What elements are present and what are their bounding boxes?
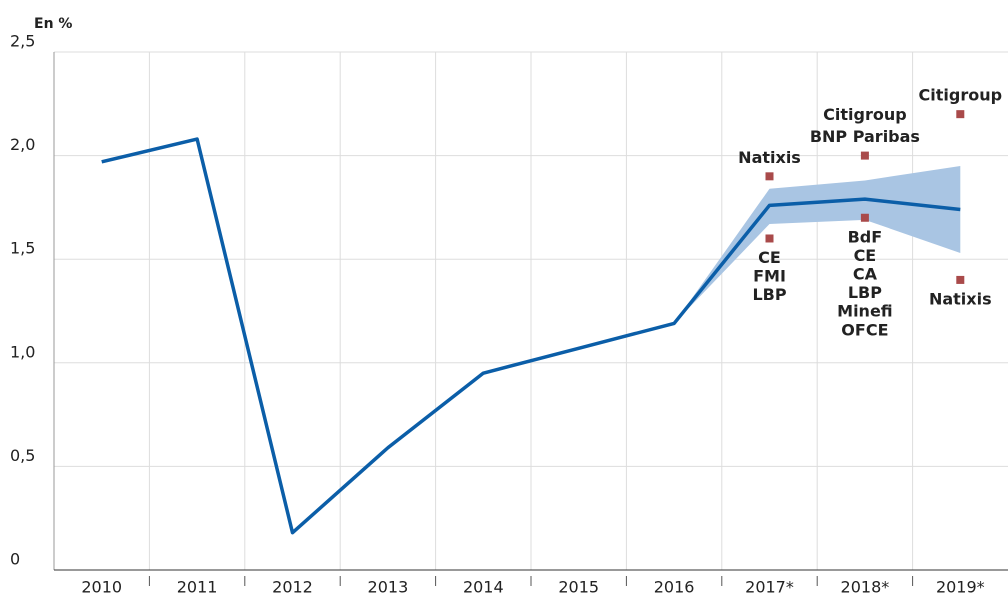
forecast-label: Minefi bbox=[837, 302, 893, 321]
forecast-label: CE bbox=[758, 248, 781, 267]
y-tick-label: 2,5 bbox=[10, 32, 35, 51]
forecast-label: CE bbox=[854, 246, 877, 265]
forecast-label: CA bbox=[853, 264, 878, 283]
forecast-point bbox=[956, 110, 965, 119]
forecast-label: FMI bbox=[753, 267, 786, 286]
x-tick-label: 2015 bbox=[558, 578, 599, 597]
x-tick-label: 2013 bbox=[368, 578, 409, 597]
forecast-label: Citigroup bbox=[919, 86, 1003, 105]
y-tick-label: 0 bbox=[10, 550, 20, 569]
forecast-label: LBP bbox=[848, 283, 882, 302]
forecast-point bbox=[956, 275, 965, 284]
forecast-label: Citigroup bbox=[823, 105, 907, 124]
forecast-point bbox=[765, 234, 774, 243]
forecast-label: Natixis bbox=[929, 289, 992, 308]
forecast-label: BNP Paribas bbox=[810, 127, 920, 146]
x-tick-label: 2012 bbox=[272, 578, 313, 597]
y-axis-label: En % bbox=[34, 16, 72, 32]
forecast-label: LBP bbox=[752, 285, 786, 304]
y-tick-label: 1,5 bbox=[10, 239, 35, 258]
forecast-label: BdF bbox=[848, 227, 883, 246]
forecast-point bbox=[765, 172, 774, 181]
forecast-label: Natixis bbox=[738, 148, 801, 167]
forecast-point bbox=[860, 151, 869, 160]
y-tick-label: 1,0 bbox=[10, 342, 35, 361]
x-tick-label: 2018* bbox=[841, 578, 890, 597]
forecast-label: OFCE bbox=[841, 320, 888, 339]
x-tick-label: 2014 bbox=[463, 578, 504, 597]
x-tick-label: 2019* bbox=[936, 578, 985, 597]
confidence-band bbox=[674, 165, 961, 324]
forecast-point bbox=[860, 213, 869, 222]
x-tick-label: 2010 bbox=[81, 578, 122, 597]
y-tick-label: 0,5 bbox=[10, 446, 35, 465]
y-tick-label: 2,0 bbox=[10, 135, 35, 154]
line bbox=[101, 137, 961, 535]
x-tick-label: 2011 bbox=[177, 578, 218, 597]
x-tick-label: 2016 bbox=[654, 578, 695, 597]
x-tick-label: 2017* bbox=[745, 578, 794, 597]
